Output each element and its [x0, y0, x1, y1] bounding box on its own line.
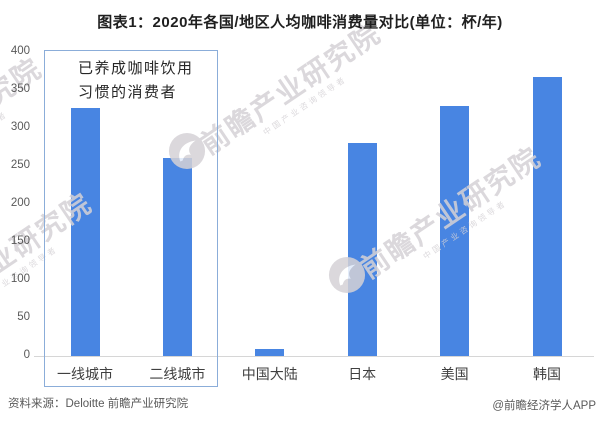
watermark-sub-text: 中国产业咨询领导者 [261, 74, 349, 138]
annotation-line-1: 已养成咖啡饮用 [78, 60, 194, 77]
x-axis-category-label: 二线城市 [149, 366, 206, 382]
bar-韩国 [532, 77, 562, 356]
x-axis-line [34, 356, 594, 357]
x-axis-category-label: 中国大陆 [241, 366, 298, 382]
y-axis-tick-label: 400 [10, 45, 30, 57]
y-axis-tick-label: 300 [10, 121, 30, 133]
y-axis-tick-label: 250 [10, 159, 30, 171]
y-axis-tick-label: 200 [10, 197, 30, 209]
bar-中国大陆 [255, 349, 285, 356]
bar-美国 [440, 105, 470, 356]
x-axis-category-label: 一线城市 [57, 366, 113, 382]
chart-title: 图表1：2020年各国/地区人均咖啡消费量对比(单位：杯/年) [97, 14, 503, 31]
y-axis-tick-label: 0 [23, 349, 30, 361]
source-note: 资料来源：Deloitte 前瞻产业研究院 [8, 398, 189, 410]
annotation-label: 已养成咖啡饮用 习惯的消费者 [78, 57, 194, 105]
bar-二线城市 [162, 157, 192, 356]
x-axis-category-label: 日本 [348, 366, 377, 382]
annotation-line-2: 习惯的消费者 [78, 84, 178, 101]
y-axis-tick-label: 50 [17, 311, 30, 323]
y-axis-tick-label: 100 [10, 273, 30, 285]
watermark-main-text: 前瞻产业研究院 [195, 17, 387, 161]
y-axis-tick-label: 350 [10, 83, 30, 95]
bar-日本 [347, 143, 377, 356]
bar-一线城市 [70, 108, 100, 356]
x-axis-category-label: 韩国 [533, 366, 561, 382]
x-axis-category-label: 美国 [440, 366, 469, 382]
y-axis-tick-label: 150 [10, 235, 30, 247]
annotation-box [44, 50, 218, 387]
credit-note: @前瞻经济学人APP [492, 400, 596, 412]
